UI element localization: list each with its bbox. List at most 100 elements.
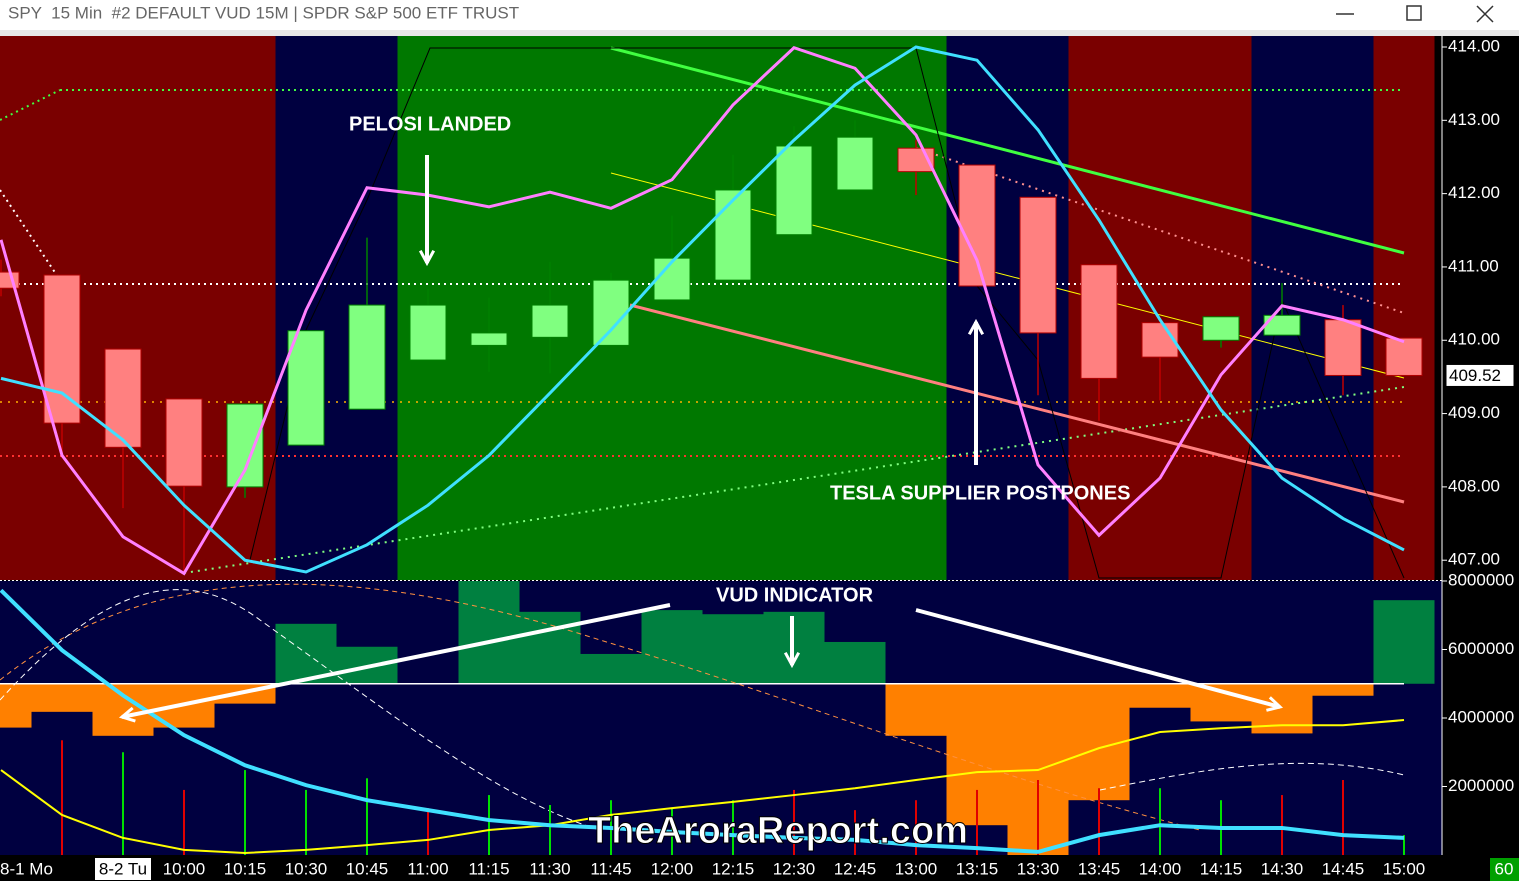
x-axis-panel [0, 856, 1442, 881]
x-tick-label: 13:45 [1078, 859, 1121, 878]
last-price-label: 409.52 [1449, 366, 1501, 385]
study-curve [0, 583, 1201, 831]
annotation: PELOSI LANDED [349, 113, 511, 135]
session-band [1373, 36, 1435, 580]
y-tick-label: 410.00 [1448, 330, 1500, 349]
arrow-head [967, 318, 985, 336]
y-tick-label: 8000000 [1448, 570, 1514, 589]
close-button[interactable] [1476, 5, 1494, 23]
arrow [915, 608, 1281, 709]
session-band [0, 36, 32, 580]
candle-body [836, 136, 874, 191]
vud-bar [458, 581, 520, 684]
x-tick-label: 12:45 [834, 859, 877, 878]
annotation: VUD INDICATOR [716, 584, 874, 606]
y-tick-label: 413.00 [1448, 110, 1500, 129]
arrow-head [1266, 696, 1284, 712]
x-tick-label: 10:30 [285, 859, 328, 878]
x-tick-label: 12:00 [651, 859, 694, 878]
study-line [183, 386, 1405, 574]
vud-bar [1129, 683, 1191, 708]
vud-bar [641, 610, 703, 684]
y-tick-label: 411.00 [1448, 256, 1499, 275]
candle-body [1202, 316, 1240, 341]
x-tick-label: 10:15 [224, 859, 267, 878]
vud-bar [0, 683, 32, 728]
arrow-head [418, 249, 436, 267]
x-tick-label: 14:45 [1322, 859, 1365, 878]
x-tick-label: 8-2 Tu [99, 859, 147, 878]
watermark: TheAroraReport.com [588, 810, 968, 852]
study-line [610, 46, 1405, 255]
session-band [1129, 36, 1191, 580]
indicator-line [0, 45, 1405, 574]
y-tick-label: 4000000 [1448, 707, 1514, 726]
vud-bar [1373, 600, 1435, 684]
session-band [641, 36, 703, 580]
candle-body [775, 145, 813, 236]
x-tick-label: 11:30 [529, 859, 570, 878]
vud-bar [1312, 683, 1374, 696]
y-tick-label: 2000000 [1448, 776, 1514, 795]
candle-body [1324, 319, 1362, 376]
x-tick-label: 14:00 [1139, 859, 1182, 878]
candle-body [958, 164, 996, 287]
maximize-button[interactable] [1406, 5, 1422, 21]
vud-bar [31, 683, 93, 712]
x-tick-label: 13:15 [956, 859, 999, 878]
x-tick-label: 15:00 [1383, 859, 1426, 878]
candle-body [531, 304, 569, 338]
vud-bar [580, 653, 642, 684]
x-tick-label: 13:00 [895, 859, 938, 878]
window-title: SPY 15 Min #2 DEFAULT VUD 15M | SPDR S&P… [8, 3, 519, 22]
date-highlight [95, 858, 151, 880]
candle-body [1019, 196, 1057, 334]
candle-body [653, 257, 691, 301]
x-tick-label: 12:30 [773, 859, 816, 878]
study-curve [0, 589, 1405, 831]
session-band [763, 36, 825, 580]
candle-body [43, 274, 81, 424]
candle-body [104, 348, 142, 448]
study-line [915, 147, 1405, 314]
x-tick-label: 10:45 [346, 859, 389, 878]
interval-badge-box [1490, 858, 1519, 881]
session-band [946, 36, 1008, 580]
candle-body [348, 304, 386, 410]
candle-body [592, 279, 630, 346]
toolbar-edge [0, 30, 1519, 36]
y-tick-label: 412.00 [1448, 183, 1500, 202]
session-band [214, 36, 276, 580]
x-tick-label: 11:00 [407, 859, 448, 878]
title-bar [0, 0, 1519, 30]
arrow-head [118, 706, 136, 723]
candle-body [1385, 337, 1423, 376]
candle-body [714, 189, 752, 281]
y-tick-label: 409.00 [1448, 403, 1500, 422]
indicator-line [0, 588, 1405, 854]
x-tick-label: 14:15 [1200, 859, 1243, 878]
x-tick-label: 12:15 [712, 859, 755, 878]
indicator-line [0, 46, 1405, 576]
arrow [121, 603, 671, 719]
candle-body [1080, 264, 1118, 379]
candle-body [226, 403, 264, 488]
last-price-box [1445, 363, 1515, 387]
candle-body [409, 304, 447, 361]
vud-bar [824, 641, 886, 684]
indicator-pane [0, 581, 1442, 855]
candle-body [165, 398, 203, 487]
session-band [702, 36, 764, 580]
y-tick-label: 414.00 [1448, 36, 1500, 55]
arrow-head [783, 651, 801, 669]
y-tick-label: 407.00 [1448, 550, 1500, 569]
vud-bar [519, 611, 581, 684]
axis-panel [1442, 36, 1519, 881]
price-pane [0, 36, 1435, 580]
candle-body [287, 330, 325, 446]
x-tick-label: 8-1 Mo [0, 859, 53, 878]
study-line [0, 189, 61, 281]
x-tick-label: 11:15 [468, 859, 509, 878]
